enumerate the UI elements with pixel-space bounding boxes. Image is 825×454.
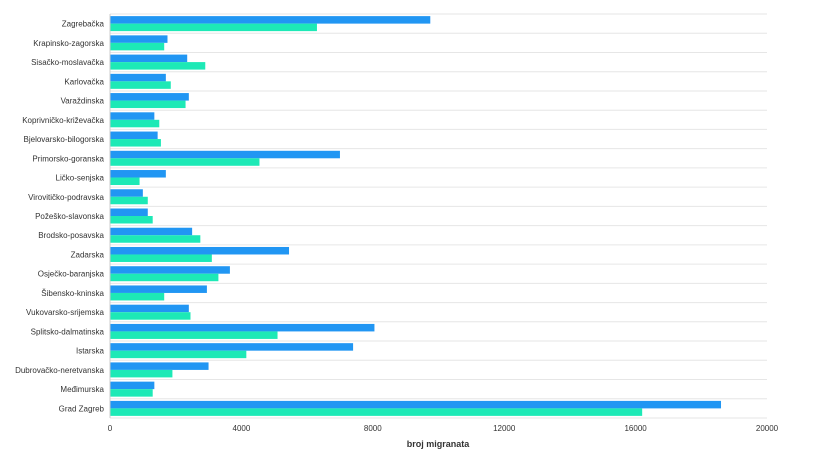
category-label: Sisačko-moslavačka [31,58,104,67]
category-label: Zadarska [71,250,105,259]
x-tick-label: 20000 [756,424,779,433]
category-label: Šibensko-kninska [41,289,104,298]
bar-1-20 [110,400,722,409]
bar-2-13 [110,273,219,282]
bar-1-9 [110,189,143,197]
x-tick-label: 12000 [493,424,516,433]
bar-1-18 [110,362,209,370]
bar-2-19 [110,389,153,397]
bar-2-14 [110,292,165,301]
bar-2-8 [110,177,140,186]
category-label: Brodsko-posavska [38,231,104,240]
category-label: Požeško-slavonska [35,212,104,221]
bar-2-5 [110,119,160,128]
bar-2-16 [110,331,278,339]
category-label: Istarska [76,347,105,356]
bar-1-3 [110,73,166,82]
bar-1-12 [110,246,290,255]
bar-1-15 [110,304,189,313]
category-label: Međimurska [60,385,104,394]
bar-1-14 [110,285,207,293]
bar-1-10 [110,208,148,216]
category-label: Bjelovarsko-bilogorska [24,135,105,144]
bar-2-18 [110,369,173,378]
x-tick-label: 4000 [233,424,251,433]
bar-2-6 [110,139,161,147]
category-label: Grad Zagreb [59,404,105,413]
bar-2-3 [110,81,171,89]
category-label: Varaždinska [61,97,105,106]
bar-1-16 [110,323,375,332]
bar-2-2 [110,62,206,70]
bar-2-12 [110,254,212,262]
bar-2-20 [110,408,643,416]
bar-1-11 [110,227,193,236]
category-label: Dubrovačko-neretvanska [15,366,104,375]
bar-1-5 [110,112,155,120]
bar-1-7 [110,150,340,159]
bar-2-17 [110,350,247,359]
bars [110,16,722,416]
x-tick-label: 16000 [624,424,647,433]
category-label: Primorsko-goranska [32,154,104,163]
category-label: Ličko-senjska [56,174,105,183]
bar-2-4 [110,100,186,109]
x-tick-labels: 0 4000 8000 12000 16000 20000 [108,424,779,433]
category-label: Zagrebačka [62,20,105,29]
category-label: Koprivničko-križevačka [22,116,104,125]
bar-2-15 [110,312,191,320]
bar-2-11 [110,235,201,243]
bar-1-2 [110,54,188,63]
category-labels: Zagrebačka Krapinsko-zagorska Sisačko-mosl… [15,20,104,414]
bar-1-8 [110,170,166,178]
category-label: Karlovačka [64,77,104,86]
bar-1-17 [110,343,354,351]
bar-1-4 [110,93,189,101]
bar-2-1 [110,42,165,51]
category-label: Osječko-baranjska [38,270,105,279]
bar-1-6 [110,131,158,140]
x-axis-title: broj migranata [407,439,471,449]
bar-1-19 [110,381,155,390]
bar-2-0 [110,23,317,32]
bar-1-1 [110,35,168,43]
bar-2-7 [110,158,260,166]
category-label: Splitsko-dalmatinska [31,327,105,336]
gridlines [109,13,767,419]
bar-2-10 [110,216,153,224]
x-tick-label: 8000 [364,424,382,433]
category-label: Krapinsko-zagorska [33,39,104,48]
x-tick-label: 0 [108,424,113,433]
bar-2-9 [110,196,148,205]
category-label: Vukovarsko-srijemska [26,308,104,317]
category-label: Virovitičko-podravska [28,193,104,202]
bar-1-0 [110,16,431,24]
bar-1-13 [110,266,230,274]
